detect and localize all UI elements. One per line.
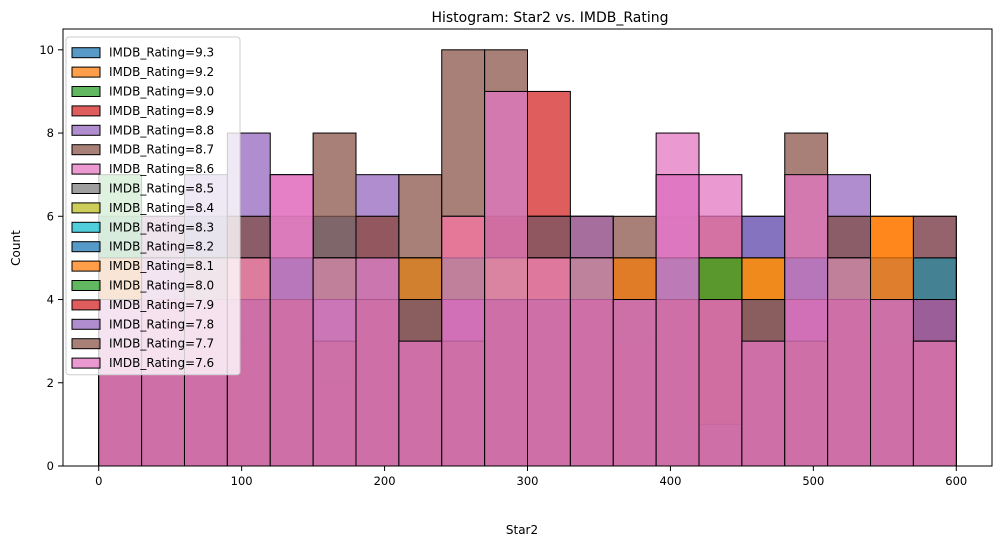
legend-swatch (71, 66, 101, 78)
legend-label: IMDB_Rating=8.9 (109, 104, 214, 118)
legend-swatch (71, 202, 101, 214)
histogram-bar (612, 299, 657, 467)
legend-label: IMDB_Rating=7.8 (109, 317, 214, 331)
x-tick-label: 500 (802, 474, 824, 488)
legend-label: IMDB_Rating=7.9 (109, 298, 214, 312)
histogram-bar (698, 299, 743, 467)
legend-swatch (71, 183, 101, 194)
legend-label: IMDB_Rating=8.1 (109, 259, 214, 273)
histogram-bar (827, 257, 872, 467)
histogram-bar (398, 340, 443, 467)
legend-label: IMDB_Rating=7.7 (109, 337, 214, 351)
legend-label: IMDB_Rating=8.4 (109, 201, 214, 215)
x-tick-label: 400 (659, 474, 681, 488)
legend-swatch (71, 47, 101, 59)
legend-label: IMDB_Rating=8.7 (109, 143, 214, 157)
legend-swatch (71, 318, 101, 330)
legend-label: IMDB_Rating=8.5 (109, 182, 214, 196)
histogram-bar (569, 257, 614, 467)
legend-swatch (71, 124, 101, 136)
legend-swatch (71, 105, 101, 117)
legend-label: IMDB_Rating=8.3 (109, 220, 214, 234)
legend-box (65, 36, 241, 376)
x-tick-label: 100 (231, 474, 253, 488)
legend-swatch (71, 163, 101, 175)
legend-swatch (71, 260, 101, 272)
legend-swatch (71, 144, 101, 156)
histogram-bar (484, 90, 528, 467)
legend-label: IMDB_Rating=8.8 (109, 123, 214, 137)
x-tick-label: 200 (374, 474, 396, 488)
legend-label: IMDB_Rating=8.6 (109, 162, 214, 176)
y-axis-ticks: 0 2 4 6 8 10 (39, 43, 63, 473)
histogram-bar (912, 340, 957, 467)
y-axis-label: Count (9, 230, 23, 266)
histogram-bar (441, 215, 486, 467)
legend-label: IMDB_Rating=9.3 (109, 46, 214, 60)
histogram-bar (784, 174, 829, 467)
chart-title: Histogram: Star2 vs. IMDB_Rating (431, 10, 668, 26)
x-tick-label: 300 (517, 474, 539, 488)
legend-swatch (71, 280, 101, 291)
legend-label: IMDB_Rating=8.0 (109, 279, 214, 293)
y-tick-label: 2 (47, 376, 54, 390)
histogram-bar (312, 257, 357, 467)
x-tick-label: 0 (95, 474, 102, 488)
y-tick-label: 4 (47, 293, 54, 307)
legend-swatch (71, 221, 101, 233)
legend-label: IMDB_Rating=8.2 (109, 240, 214, 254)
legend-swatch (71, 299, 101, 311)
histogram-bar (741, 340, 786, 467)
histogram-bar (655, 174, 700, 467)
histogram-bar (870, 299, 914, 467)
legend-label: IMDB_Rating=7.6 (109, 356, 214, 370)
y-tick-label: 10 (39, 43, 54, 57)
x-axis-label: Star2 (506, 523, 538, 537)
legend-label: IMDB_Rating=9.0 (109, 85, 214, 99)
legend-swatch (71, 86, 101, 97)
y-tick-label: 6 (47, 209, 54, 223)
legend-swatch (71, 357, 101, 369)
y-tick-label: 8 (47, 126, 54, 140)
y-tick-label: 0 (47, 459, 54, 473)
histogram-bar (355, 257, 400, 467)
legend-swatch (71, 338, 101, 350)
legend-swatch (71, 241, 101, 253)
x-tick-label: 600 (945, 474, 967, 488)
x-axis-ticks: 0 100 200 300 400 500 600 (95, 466, 967, 488)
legend-label: IMDB_Rating=9.2 (109, 65, 214, 79)
legend: IMDB_Rating=9.3 IMDB_Rating=9.2 IMDB_Ratin… (65, 36, 241, 376)
histogram-bar (527, 257, 571, 467)
histogram-bar (269, 174, 314, 467)
